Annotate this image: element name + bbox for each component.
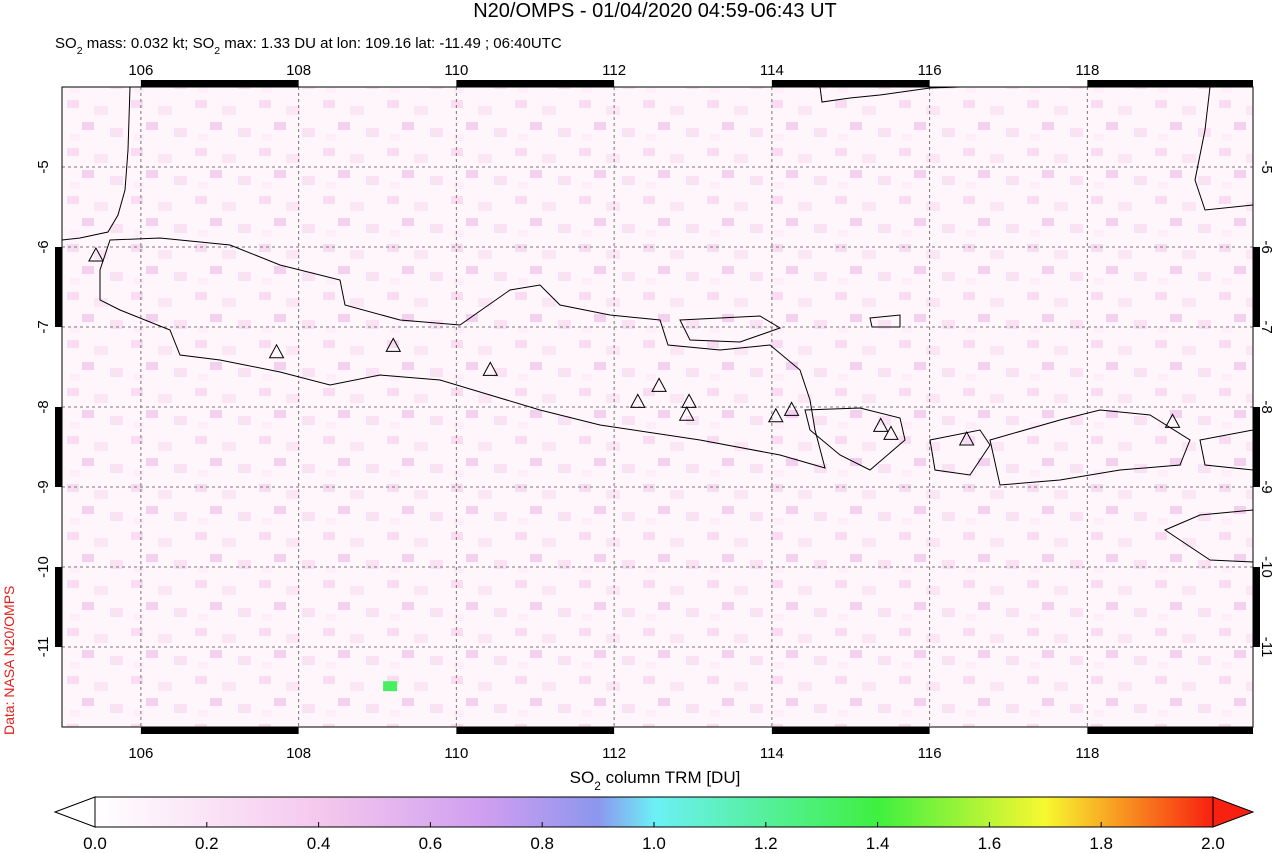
map-area <box>62 87 1253 727</box>
y-tick-label: -6 <box>35 240 52 253</box>
coastline-bali <box>804 407 906 471</box>
source-label: Data: NASA N20/OMPS <box>1 586 17 735</box>
coastline-madura <box>679 315 782 343</box>
coastline-sulawesi <box>1194 87 1253 211</box>
colorbar-tick-label: 1.6 <box>978 834 1002 853</box>
x-tick-label: 106 <box>128 62 153 79</box>
coastline-flores <box>1199 429 1253 471</box>
text-part: SO <box>570 768 595 787</box>
coastline-java <box>99 237 826 469</box>
colorbar-tick-label: 2.0 <box>1201 834 1225 853</box>
y-tick-label: -8 <box>1258 400 1272 413</box>
coastline-lombok <box>929 429 991 476</box>
colorbar-tick-label: 0.8 <box>530 834 554 853</box>
coastline-sumatra <box>62 87 131 241</box>
colorbar-tick-label: 1.8 <box>1089 834 1113 853</box>
axis-bar <box>1087 727 1253 734</box>
x-tick-label: 108 <box>286 62 311 79</box>
axis-bar <box>1087 80 1253 87</box>
subscript: 2 <box>77 45 83 57</box>
y-tick-label: -5 <box>35 160 52 173</box>
volcano-marker <box>385 337 402 352</box>
volcano-marker <box>482 361 499 376</box>
volcano-marker <box>681 393 697 408</box>
subscript: 2 <box>594 779 601 793</box>
volcano-marker <box>651 377 667 392</box>
y-tick-label: -10 <box>1258 556 1272 578</box>
colorbar-label: SO2 column TRM [DU] <box>570 768 741 793</box>
y-tick-label: -7 <box>35 320 52 333</box>
volcano-marker <box>767 407 784 423</box>
title: N20/OMPS - 01/04/2020 04:59-06:43 UT <box>473 0 837 22</box>
subscript: 2 <box>214 45 220 57</box>
volcano-marker <box>629 393 646 408</box>
text-part: mass: 0.032 kt; SO <box>83 35 215 52</box>
x-tick-label: 116 <box>918 62 942 79</box>
coastline-sumbawa <box>989 409 1191 486</box>
y-tick-label: -11 <box>1258 637 1272 658</box>
colorbar-over-arrow <box>1212 796 1255 828</box>
axis-bar <box>456 727 615 734</box>
volcano-marker <box>678 406 695 421</box>
volcano-marker <box>783 401 800 416</box>
colorbar-tick-label: 1.4 <box>866 834 890 853</box>
axis-bar <box>140 727 299 734</box>
coastline-kangean <box>869 314 901 328</box>
x-tick-label: 106 <box>128 745 153 762</box>
x-tick-label: 116 <box>918 745 942 762</box>
so2-max-pixel <box>383 681 398 692</box>
axis-bar <box>456 80 615 87</box>
y-tick-label: -8 <box>35 400 52 413</box>
x-tick-label: 114 <box>760 62 784 79</box>
y-tick-label: -7 <box>1258 320 1272 333</box>
volcano-marker <box>1164 413 1181 428</box>
coastline-sumba <box>1163 509 1253 563</box>
axis-bar <box>1253 247 1260 327</box>
axis-bar <box>771 727 930 734</box>
colorbar-tick-label: 1.0 <box>642 834 666 853</box>
colorbar-tick-label: 1.2 <box>754 834 778 853</box>
x-tick-label: 118 <box>1075 62 1099 79</box>
y-tick-label: -9 <box>35 480 52 493</box>
x-tick-label: 110 <box>444 62 468 79</box>
y-tick-label: -11 <box>35 637 52 658</box>
axis-bar <box>140 80 299 87</box>
axis-bar <box>55 407 62 487</box>
x-tick-label: 112 <box>602 62 626 79</box>
colorbar-tick-label: 0.0 <box>83 834 107 853</box>
volcano-marker <box>872 417 889 432</box>
y-tick-label: -10 <box>35 556 52 578</box>
colorbar-tick-label: 0.2 <box>195 834 219 853</box>
axis-bar <box>1253 407 1260 487</box>
y-tick-label: -9 <box>1258 480 1272 493</box>
y-tick-label: -6 <box>1258 240 1272 253</box>
colorbar-tick-label: 0.6 <box>419 834 443 853</box>
coastline-borneo <box>819 87 961 103</box>
colorbar-under-arrow <box>53 796 96 828</box>
x-tick-label: 108 <box>286 745 311 762</box>
axis-bar <box>55 567 62 647</box>
colorbar-tick-label: 0.4 <box>307 834 331 853</box>
volcano-marker <box>88 246 104 262</box>
volcano-marker <box>883 425 899 440</box>
volcano-marker <box>268 343 285 359</box>
subtitle: SO2 mass: 0.032 kt; SO2 max: 1.33 DU at … <box>55 35 562 57</box>
text-part: SO <box>55 35 77 52</box>
axis-bar <box>771 80 930 87</box>
text-part: column TRM [DU] <box>601 768 741 787</box>
y-tick-label: -5 <box>1258 160 1272 173</box>
x-tick-label: 110 <box>444 745 468 762</box>
text-part: max: 1.33 DU at lon: 109.16 lat: -11.49 … <box>220 35 562 52</box>
axis-bar <box>55 247 62 327</box>
volcano-marker <box>958 430 975 446</box>
axis-bar <box>1253 567 1260 647</box>
x-tick-label: 112 <box>602 745 626 762</box>
x-tick-label: 118 <box>1075 745 1099 762</box>
x-tick-label: 114 <box>760 745 784 762</box>
